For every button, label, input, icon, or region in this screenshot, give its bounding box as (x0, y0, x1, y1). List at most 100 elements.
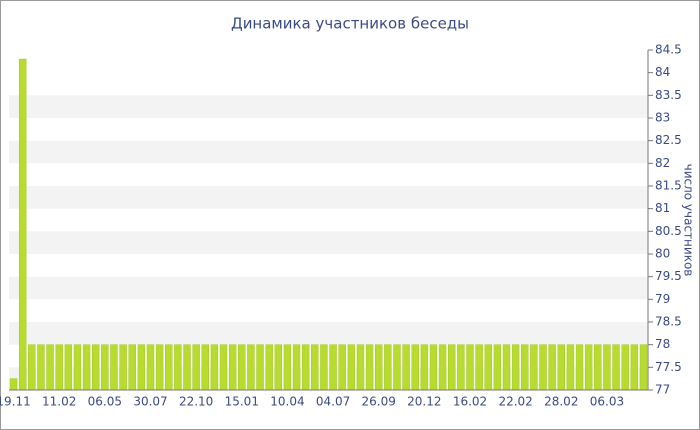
x-tick-label: 10.04 (270, 395, 304, 409)
bar (329, 344, 337, 391)
bar (384, 344, 392, 391)
bar (539, 344, 547, 391)
bar (101, 344, 109, 391)
bar (594, 344, 602, 391)
x-tick-label: 11.02 (42, 395, 76, 409)
y-axis-label: число участников (682, 164, 696, 277)
bar (521, 344, 529, 391)
bar (502, 344, 511, 391)
bar (548, 344, 556, 391)
bar (448, 344, 456, 391)
y-tick-label: 81 (655, 201, 670, 215)
bar (55, 344, 63, 391)
bar (210, 344, 219, 391)
grid-band (9, 231, 648, 254)
x-tick-label: 19.11 (0, 395, 31, 409)
bar (137, 344, 146, 391)
bar (192, 344, 200, 391)
bar (110, 344, 118, 391)
x-tick-label: 22.10 (179, 395, 213, 409)
bar (82, 344, 91, 391)
bar (28, 344, 36, 391)
bar (475, 344, 483, 391)
bar (146, 344, 155, 391)
y-tick-label: 82.5 (655, 133, 682, 147)
y-tick-label: 78 (655, 337, 670, 351)
bar (584, 344, 593, 391)
grid-band (9, 276, 648, 300)
bar (201, 344, 209, 391)
bar (530, 344, 538, 391)
x-tick-label: 28.02 (544, 395, 578, 409)
x-tick-label: 15.01 (225, 395, 259, 409)
bar (155, 344, 164, 391)
grid-band (9, 186, 648, 209)
bar (228, 344, 237, 391)
bar (603, 344, 611, 391)
bar (639, 344, 648, 391)
x-tick-label: 26.09 (362, 395, 396, 409)
x-tick-label: 22.02 (498, 395, 532, 409)
bar (256, 344, 264, 391)
bar (438, 344, 447, 391)
x-tick-label: 30.07 (133, 395, 167, 409)
y-tick-label: 83 (655, 111, 670, 125)
y-tick-label: 84.5 (655, 43, 682, 57)
bar (165, 344, 173, 391)
bar (320, 344, 328, 391)
bar (356, 344, 365, 391)
bar (92, 344, 100, 391)
bar (283, 344, 292, 391)
x-tick-label: 20.12 (407, 395, 441, 409)
bar (411, 344, 419, 391)
y-tick-label: 79 (655, 292, 670, 306)
bar (557, 344, 565, 391)
x-tick-label: 06.05 (88, 395, 122, 409)
bar (466, 344, 474, 391)
bar (37, 344, 45, 391)
y-tick-label: 77.5 (655, 360, 682, 374)
bar (365, 344, 374, 391)
bar (174, 344, 182, 391)
bar (575, 344, 584, 391)
x-tick-label: 06.03 (590, 395, 624, 409)
bar (18, 58, 27, 391)
bar (630, 344, 639, 391)
bar (347, 344, 356, 391)
bar (301, 344, 310, 391)
bar (420, 344, 429, 391)
bar (247, 344, 255, 391)
bar (238, 344, 246, 391)
grid-band (9, 140, 648, 164)
y-tick-label: 80 (655, 247, 670, 261)
bar (566, 344, 575, 391)
y-tick-label: 83.5 (655, 88, 682, 102)
y-tick-label: 81.5 (655, 179, 682, 193)
bar (493, 344, 502, 391)
y-tick-label: 82 (655, 156, 670, 170)
y-tick-label: 77 (655, 383, 670, 397)
y-tick-label: 84 (655, 65, 670, 79)
bar (484, 344, 492, 391)
bar (119, 344, 127, 391)
grid-band (9, 95, 648, 118)
bar (621, 344, 629, 391)
bar (265, 344, 273, 391)
x-tick-label: 16.02 (453, 395, 487, 409)
bar (612, 344, 620, 391)
bar (219, 344, 228, 391)
bar (9, 378, 18, 391)
bar (374, 344, 383, 391)
bar (183, 344, 191, 391)
bar (64, 344, 73, 391)
bar (402, 344, 410, 391)
bar (311, 344, 319, 391)
x-tick-label: 04.07 (316, 395, 350, 409)
bar (128, 344, 136, 391)
bar (429, 344, 438, 391)
bar (46, 344, 54, 391)
chart-title: Динамика участников беседы (231, 15, 469, 33)
bar (338, 344, 346, 391)
bar (393, 344, 401, 391)
